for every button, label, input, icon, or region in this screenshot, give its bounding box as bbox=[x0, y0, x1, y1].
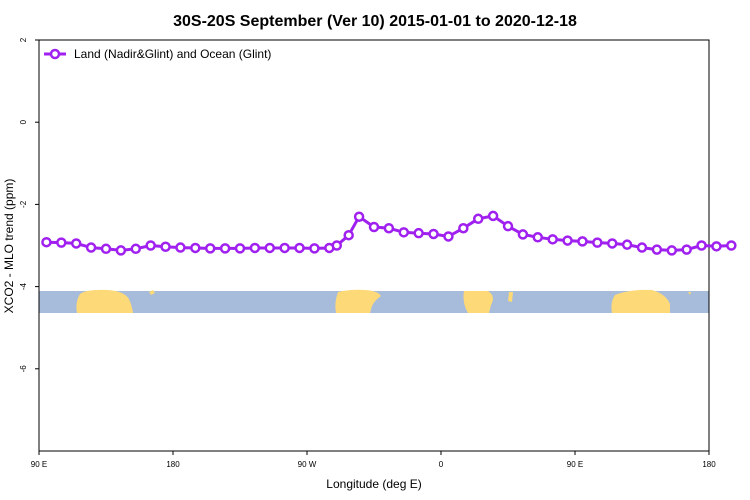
data-point bbox=[428, 228, 439, 240]
series-layer bbox=[41, 210, 737, 256]
y-tick-label: -6 bbox=[19, 365, 28, 373]
data-point bbox=[130, 243, 142, 255]
data-point bbox=[264, 242, 276, 254]
data-point bbox=[309, 243, 320, 254]
legend-series-label: Land (Nadir&Glint) and Ocean (Glint) bbox=[74, 47, 271, 61]
y-axis-label: XCO2 - MLO trend (ppm) bbox=[2, 179, 16, 314]
land-region-3 bbox=[463, 291, 493, 313]
legend: Land (Nadir&Glint) and Ocean (Glint) bbox=[44, 47, 271, 61]
chart-title: 30S-20S September (Ver 10) 2015-01-01 to… bbox=[173, 13, 577, 30]
data-point bbox=[681, 244, 692, 255]
data-point bbox=[249, 242, 261, 254]
data-point bbox=[219, 243, 231, 254]
x-tick-label: 180 bbox=[702, 460, 716, 469]
data-point bbox=[115, 245, 127, 256]
data-point bbox=[547, 234, 558, 245]
legend-marker-swatch bbox=[49, 48, 61, 60]
data-point bbox=[353, 211, 365, 222]
data-point bbox=[532, 232, 544, 243]
data-point bbox=[85, 242, 97, 253]
data-point bbox=[726, 240, 737, 251]
data-point bbox=[294, 242, 305, 254]
data-point bbox=[368, 221, 380, 233]
land-region-5 bbox=[611, 289, 670, 313]
land-region-1 bbox=[149, 290, 155, 295]
data-point bbox=[70, 238, 82, 249]
land-region-6 bbox=[688, 292, 691, 295]
data-point bbox=[577, 236, 588, 247]
y-tick-label: -2 bbox=[19, 200, 28, 208]
land-region-2 bbox=[335, 289, 381, 313]
data-point bbox=[398, 227, 410, 238]
data-point bbox=[562, 235, 573, 246]
land-region-0 bbox=[76, 289, 133, 313]
data-point bbox=[145, 240, 156, 251]
data-point bbox=[487, 210, 499, 222]
data-point bbox=[696, 240, 707, 251]
x-tick-label: 0 bbox=[439, 460, 444, 469]
x-tick-label: 90 E bbox=[567, 460, 583, 469]
y-tick-label: 0 bbox=[19, 119, 28, 124]
data-point bbox=[666, 245, 678, 256]
y-tick-label: -4 bbox=[19, 282, 28, 290]
data-point bbox=[41, 236, 52, 248]
x-tick-label: 90 E bbox=[31, 460, 47, 469]
data-point bbox=[606, 238, 618, 249]
data-point bbox=[100, 243, 112, 255]
data-point bbox=[383, 222, 395, 234]
data-point bbox=[204, 243, 216, 254]
data-point bbox=[413, 227, 424, 239]
data-point bbox=[443, 231, 454, 242]
data-point bbox=[502, 220, 514, 232]
x-axis: 90 E 180 90 W 0 90 E 180 bbox=[31, 451, 716, 469]
data-point bbox=[190, 242, 201, 254]
y-axis: 2 0 -2 -4 -6 bbox=[19, 37, 39, 372]
data-point bbox=[331, 240, 343, 251]
data-point bbox=[160, 241, 171, 252]
data-point bbox=[56, 237, 67, 248]
x-axis-label: Longitude (deg E) bbox=[326, 477, 421, 491]
x-tick-label: 90 W bbox=[298, 460, 317, 469]
x-tick-label: 180 bbox=[166, 460, 180, 469]
y-tick-label: 2 bbox=[19, 37, 28, 42]
data-point bbox=[343, 229, 354, 241]
data-point bbox=[621, 239, 633, 250]
land-ocean-map-strip bbox=[39, 289, 709, 313]
data-point bbox=[517, 229, 529, 240]
data-point bbox=[711, 241, 722, 252]
data-point bbox=[592, 237, 603, 248]
data-point bbox=[636, 242, 648, 253]
data-point bbox=[175, 242, 186, 253]
data-point bbox=[651, 244, 663, 255]
land-region-4 bbox=[508, 292, 513, 302]
data-point bbox=[458, 222, 469, 234]
data-point bbox=[279, 242, 290, 254]
data-point bbox=[234, 243, 246, 254]
data-point bbox=[472, 213, 484, 225]
